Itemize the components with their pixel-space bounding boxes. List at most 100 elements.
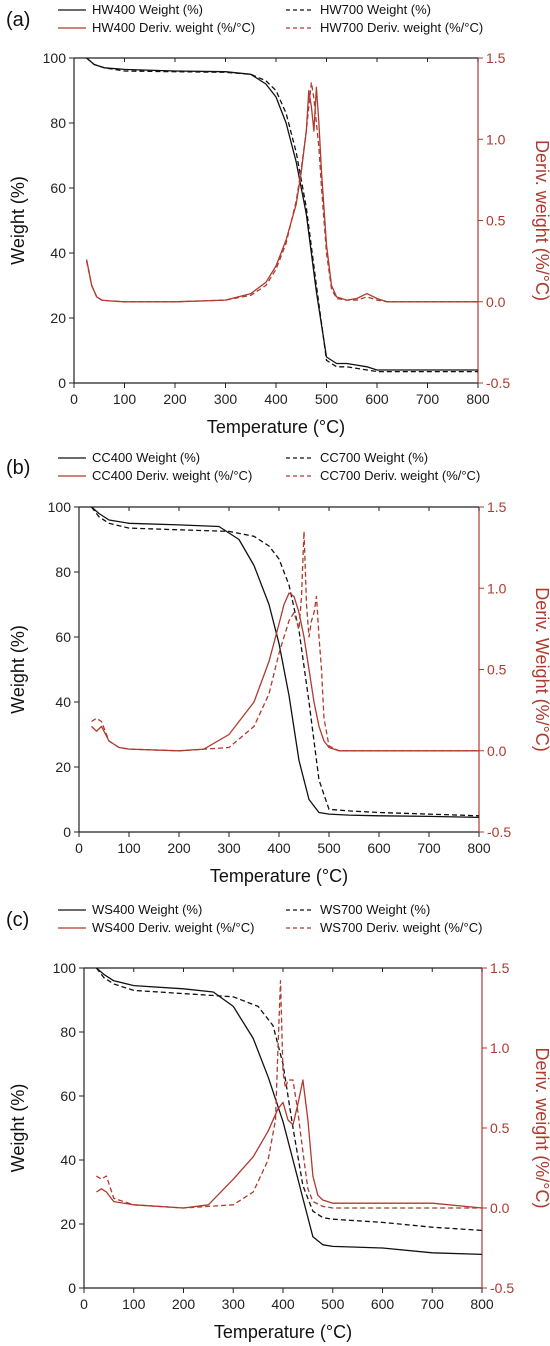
y-tick-label: 60 (60, 1088, 76, 1104)
legend-entry: HW400 Weight (%) (92, 2, 203, 17)
x-tick-label: 700 (417, 840, 441, 856)
y-tick-label: 0 (68, 1280, 76, 1296)
y-tick-label: 0 (63, 824, 71, 840)
y-axis-label: Weight (%) (8, 625, 28, 714)
series-line-ws400-weight (95, 967, 483, 1256)
y2-tick-label: 0.5 (486, 213, 506, 229)
y-axis-label: Weight (%) (8, 1084, 28, 1173)
x-axis-label: Temperature (°C) (214, 1322, 352, 1342)
legend-entry: CC400 Weight (%) (92, 450, 200, 465)
chart-panel-3: (c) WS400 Weight (%) WS700 Weight (%) WS400… (6, 902, 550, 1342)
x-tick-label: 400 (267, 840, 291, 856)
series-line-cc400-deriv-weight-c (91, 592, 479, 752)
legend-entry: WS400 Deriv. weight (%/°C) (92, 920, 254, 935)
legend-entry: WS700 Deriv. weight (%/°C) (320, 920, 482, 935)
series-line-hw400-weight (86, 57, 478, 371)
series-line-hw700-weight (86, 57, 478, 373)
series-line-hw700-deriv-weight-c (85, 81, 478, 303)
y2-tick-label: -0.5 (487, 824, 511, 840)
series-line-cc700-deriv-weight-c (91, 530, 479, 752)
x-tick-label: 700 (416, 391, 440, 407)
panel-label: (a) (6, 9, 30, 31)
legend-entry: HW400 Deriv. weight (%/°C) (92, 20, 255, 35)
x-tick-label: 600 (365, 391, 389, 407)
x-tick-label: 0 (70, 391, 78, 407)
y2-tick-label: 1.0 (487, 580, 507, 596)
x-tick-label: 100 (122, 1296, 146, 1312)
y-tick-label: 40 (60, 1152, 76, 1168)
series-line-ws700-weight (95, 967, 483, 1232)
legend-entry: CC700 Weight (%) (320, 450, 428, 465)
y2-axis-label: Deriv. weight (%/°C) (532, 1048, 550, 1209)
x-tick-label: 300 (214, 391, 238, 407)
y-tick-label: 60 (55, 629, 71, 645)
y2-tick-label: 0.0 (487, 743, 507, 759)
y2-tick-label: 1.0 (490, 1040, 510, 1056)
series-line-cc400-weight (91, 506, 480, 819)
x-tick-label: 600 (367, 840, 391, 856)
x-tick-label: 400 (264, 391, 288, 407)
series-line-ws400-deriv-weight-c (96, 1079, 483, 1209)
y-tick-label: 100 (48, 499, 72, 515)
y-axis-label: Weight (%) (8, 176, 28, 265)
y2-tick-label: 0.5 (490, 1120, 510, 1136)
chart-panel-1: (a) HW400 Weight (%) HW700 Weight (%) HW400… (6, 2, 550, 437)
series-line-hw400-deriv-weight-c (85, 86, 478, 303)
x-tick-label: 600 (371, 1296, 395, 1312)
x-tick-label: 0 (75, 840, 83, 856)
y2-tick-label: 1.0 (486, 131, 506, 147)
x-tick-label: 800 (470, 1296, 494, 1312)
legend-entry: CC400 Deriv. weight (%/°C) (92, 468, 252, 483)
y2-tick-label: 1.5 (490, 960, 510, 976)
legend-entry: HW700 Weight (%) (320, 2, 431, 17)
x-tick-label: 700 (421, 1296, 445, 1312)
y2-tick-label: -0.5 (490, 1280, 514, 1296)
x-tick-label: 500 (321, 1296, 345, 1312)
x-tick-label: 800 (466, 391, 490, 407)
y-tick-label: 100 (53, 960, 77, 976)
y-tick-label: 20 (50, 310, 66, 326)
series-line-ws700-deriv-weight-c (96, 980, 482, 1209)
y-tick-label: 0 (58, 375, 66, 391)
y2-tick-label: -0.5 (486, 375, 510, 391)
x-tick-label: 0 (80, 1296, 88, 1312)
x-tick-label: 800 (467, 840, 491, 856)
y-tick-label: 80 (50, 115, 66, 131)
y-tick-label: 40 (50, 245, 66, 261)
x-axis-label: Temperature (°C) (207, 417, 345, 437)
y-tick-label: 20 (55, 759, 71, 775)
x-axis-label: Temperature (°C) (210, 866, 348, 886)
x-tick-label: 100 (117, 840, 141, 856)
series-line-cc700-weight (90, 506, 480, 817)
x-tick-label: 300 (217, 840, 241, 856)
panel-label: (c) (6, 909, 29, 931)
legend-entry: CC700 Deriv. weight (%/°C) (320, 468, 480, 483)
x-tick-label: 200 (167, 840, 191, 856)
y2-tick-label: 0.5 (487, 662, 507, 678)
x-tick-label: 500 (315, 391, 339, 407)
legend-entry: WS400 Weight (%) (92, 902, 202, 917)
y2-axis-label: Deriv. Weight (%/°C) (532, 587, 550, 752)
y-tick-label: 80 (60, 1024, 76, 1040)
y2-tick-label: 0.0 (486, 294, 506, 310)
legend-entry: WS700 Weight (%) (320, 902, 430, 917)
y2-tick-label: 1.5 (487, 499, 507, 515)
x-tick-label: 300 (222, 1296, 246, 1312)
y2-axis-label: Deriv. weight (%/°C) (532, 140, 550, 301)
x-tick-label: 100 (113, 391, 137, 407)
x-tick-label: 200 (163, 391, 187, 407)
y2-tick-label: 0.0 (490, 1200, 510, 1216)
x-tick-label: 500 (317, 840, 341, 856)
y-tick-label: 100 (43, 50, 67, 66)
x-tick-label: 200 (172, 1296, 196, 1312)
x-tick-label: 400 (271, 1296, 295, 1312)
y-tick-label: 80 (55, 564, 71, 580)
y-tick-label: 20 (60, 1216, 76, 1232)
panel-label: (b) (6, 457, 30, 479)
chart-panel-2: (b) CC400 Weight (%) CC700 Weight (%) CC400… (6, 450, 550, 886)
y-tick-label: 40 (55, 694, 71, 710)
legend-entry: HW700 Deriv. weight (%/°C) (320, 20, 483, 35)
y-tick-label: 60 (50, 180, 66, 196)
